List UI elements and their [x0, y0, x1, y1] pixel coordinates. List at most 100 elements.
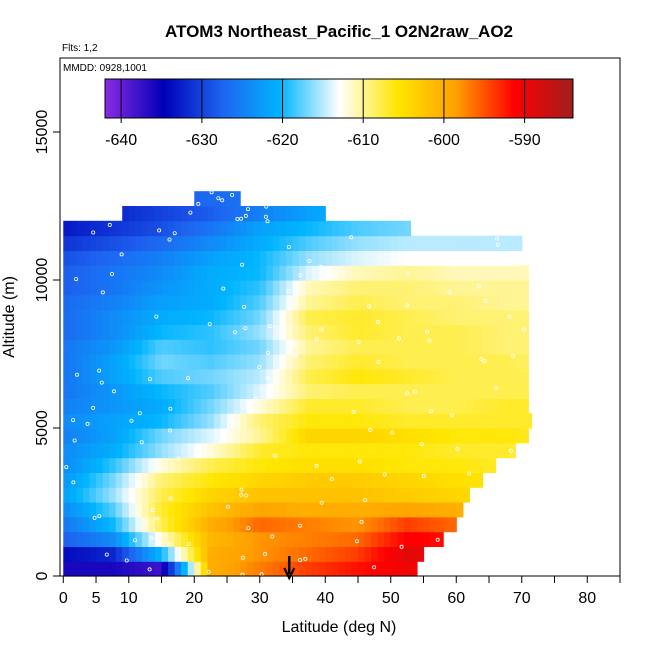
heatmap-cell — [233, 191, 241, 207]
heatmap-cell — [102, 546, 110, 562]
heatmap-cell — [279, 413, 287, 429]
heatmap-cell — [292, 561, 300, 577]
sample-point — [455, 446, 460, 451]
heatmap-cell — [115, 398, 123, 414]
heatmap-cell — [220, 235, 228, 251]
heatmap-cell — [338, 413, 346, 429]
heatmap-cell — [410, 487, 418, 503]
heatmap-cell — [462, 413, 470, 429]
heatmap-cell — [194, 442, 202, 459]
heatmap-cell — [384, 546, 392, 562]
sample-point — [97, 368, 102, 373]
sample-point — [270, 534, 275, 539]
sample-point — [286, 244, 291, 249]
heatmap-cell — [508, 398, 516, 414]
heatmap-cell — [122, 220, 130, 237]
heatmap-cell — [174, 413, 182, 429]
heatmap-cell — [76, 502, 84, 518]
heatmap-cell — [135, 368, 143, 385]
heatmap-cell — [181, 442, 189, 459]
heatmap-cell — [384, 413, 392, 429]
heatmap-cell — [325, 398, 333, 414]
heatmap-cell — [135, 324, 143, 340]
heatmap-cell — [344, 457, 353, 473]
heatmap-cell — [416, 250, 425, 266]
heatmap-cell — [135, 531, 143, 547]
heatmap-cell — [102, 309, 110, 325]
heatmap-cell — [312, 368, 320, 385]
sample-point — [303, 556, 308, 561]
heatmap-cell — [449, 398, 457, 414]
heatmap-cell — [299, 324, 307, 340]
heatmap-cell — [502, 368, 510, 385]
heatmap-cell — [312, 561, 320, 577]
heatmap-cell — [325, 531, 333, 547]
heatmap-cell — [128, 294, 136, 311]
heatmap-cell — [181, 220, 189, 237]
heatmap-cell — [63, 502, 71, 518]
heatmap-cell — [384, 309, 392, 325]
heatmap-cell — [299, 339, 307, 355]
heatmap-cell — [154, 339, 163, 355]
heatmap-cell — [246, 220, 254, 237]
heatmap-cell — [377, 546, 385, 562]
heatmap-cell — [102, 220, 110, 237]
heatmap-cell — [135, 309, 143, 325]
heatmap-cell — [207, 442, 215, 459]
heatmap-cell — [213, 398, 222, 414]
heatmap-cell — [377, 531, 385, 547]
y-tick-label: 15000 — [34, 110, 51, 155]
heatmap-cell — [168, 368, 176, 385]
heatmap-cell — [318, 265, 326, 281]
heatmap-cell — [82, 561, 91, 577]
heatmap-cell — [528, 413, 533, 429]
heatmap-cell — [312, 531, 320, 547]
heatmap-cell — [266, 206, 274, 222]
heatmap-cell — [246, 472, 254, 488]
heatmap-cell — [390, 339, 398, 355]
heatmap-cell — [174, 487, 182, 503]
heatmap-cell — [102, 457, 110, 473]
heatmap-cell — [135, 294, 143, 311]
heatmap-cell — [312, 428, 320, 444]
sample-point — [91, 405, 96, 410]
heatmap-cell — [469, 354, 477, 370]
heatmap-cell — [174, 442, 182, 459]
heatmap-cell — [220, 516, 228, 533]
heatmap-cell — [76, 265, 84, 281]
heatmap-cell — [508, 309, 516, 325]
sample-point — [390, 430, 395, 435]
heatmap-cell — [318, 487, 326, 503]
heatmap-cell — [331, 472, 339, 488]
heatmap-cell — [364, 324, 372, 340]
heatmap-cell — [443, 398, 451, 414]
heatmap-cell — [351, 413, 359, 429]
heatmap-cell — [305, 265, 313, 281]
heatmap-cell — [240, 546, 248, 562]
sample-point — [521, 327, 526, 332]
heatmap-cell — [135, 398, 143, 414]
heatmap-cell — [135, 354, 143, 370]
x-tick-label: 5 — [92, 590, 101, 607]
heatmap-cell — [200, 442, 208, 459]
heatmap-cell — [416, 472, 425, 488]
heatmap-cell — [259, 294, 267, 311]
heatmap-cell — [76, 309, 84, 325]
heatmap-cell — [521, 413, 529, 429]
heatmap-cell — [456, 324, 464, 340]
heatmap-cell — [358, 413, 366, 429]
heatmap-cell — [443, 235, 451, 251]
sample-point — [188, 210, 193, 215]
heatmap-cell — [213, 457, 222, 473]
heatmap-cell — [318, 516, 326, 533]
heatmap-cell — [285, 516, 294, 533]
heatmap-cell — [266, 309, 274, 325]
heatmap-cell — [390, 354, 398, 370]
heatmap-cell — [397, 516, 405, 533]
heatmap-cell — [220, 546, 228, 562]
heatmap-cell — [377, 428, 385, 444]
sample-point — [167, 237, 172, 242]
heatmap-cell — [227, 280, 235, 296]
heatmap-cell — [436, 235, 444, 251]
heatmap-cell — [220, 280, 228, 296]
